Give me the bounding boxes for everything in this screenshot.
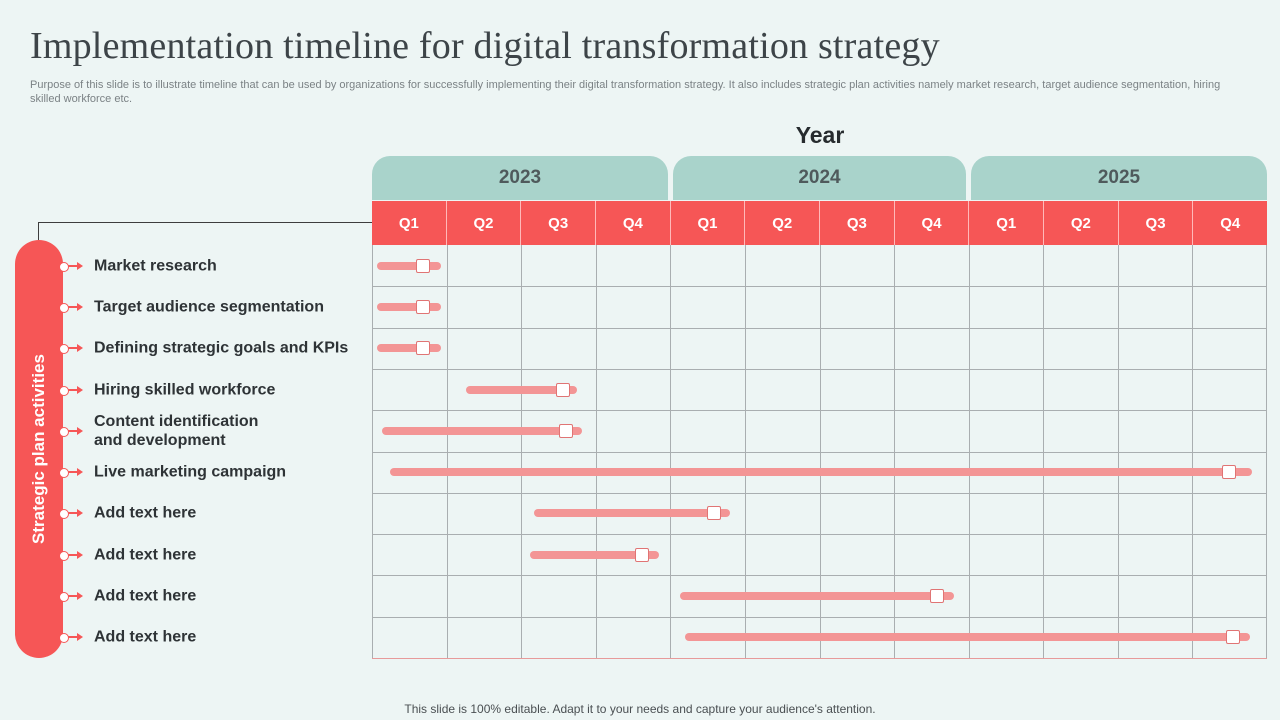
activity-row: Content identification and development: [0, 410, 372, 451]
timeline-bar: [377, 261, 442, 270]
bracket-connector-vertical: [38, 222, 39, 240]
activity-label: Add text here: [94, 628, 197, 646]
page-subtitle: Purpose of this slide is to illustrate t…: [30, 79, 1221, 105]
quarter-header-cell: Q2: [445, 201, 521, 245]
quarter-header-cell: Q4: [893, 201, 969, 245]
timeline-marker: [930, 589, 945, 604]
year-header-2025: 2025: [971, 156, 1267, 200]
arrow-right-icon: [68, 550, 83, 559]
arrow-right-icon: [68, 344, 83, 353]
quarter-header-cell: Q4: [1192, 201, 1267, 245]
activity-row: Add text here: [0, 534, 372, 575]
timeline-marker: [558, 423, 573, 438]
grid-line-horizontal: [372, 616, 1267, 618]
activity-label: Target audience segmentation: [94, 298, 324, 316]
grid-line-horizontal: [372, 575, 1267, 577]
activity-row: Add text here: [0, 575, 372, 616]
timeline-bar: [465, 385, 578, 394]
grid-line-horizontal: [372, 286, 1267, 288]
arrow-right-icon: [68, 468, 83, 477]
timeline-bar: [530, 550, 660, 559]
year-heading: Year: [795, 122, 845, 148]
timeline-marker: [706, 506, 721, 521]
activity-label: Hiring skilled workforce: [94, 381, 276, 399]
bullet-dot-icon: [59, 302, 69, 313]
timeline-marker: [555, 382, 570, 397]
activity-label: Add text here: [94, 504, 197, 522]
quarter-header-cell: Q3: [520, 201, 595, 245]
bullet-dot-icon: [59, 550, 69, 561]
grid-line-horizontal: [372, 492, 1267, 494]
quarter-header-row: Q1 Q2 Q3 Q4 Q1 Q2 Q3 Q4 Q1 Q2 Q3 Q4: [372, 201, 1267, 245]
activity-label: Market research: [94, 257, 217, 275]
timeline-marker: [415, 258, 430, 273]
activity-label: Add text here: [94, 546, 197, 564]
timeline-marker: [415, 299, 430, 314]
arrow-right-icon: [68, 633, 83, 642]
quarter-header-cell: Q1: [398, 214, 419, 232]
grid-line-horizontal: [372, 410, 1267, 412]
quarter-header-cell: Q2: [1043, 201, 1118, 245]
activity-row: Defining strategic goals and KPIs: [0, 328, 372, 369]
side-pill: Strategic plan activities: [15, 240, 63, 658]
bullet-dot-icon: [59, 633, 69, 644]
arrow-right-icon: [68, 426, 83, 435]
arrow-right-icon: [68, 261, 83, 270]
bullet-dot-icon: [59, 344, 69, 355]
activity-label: Live marketing campaign: [94, 463, 287, 481]
quarter-header-cell: Q4: [595, 201, 670, 245]
quarter-header-cell: Q3: [819, 201, 894, 245]
bullet-dot-icon: [59, 261, 69, 272]
grid-line-horizontal: [372, 327, 1267, 329]
page-title: Implementation timeline for digital tran…: [30, 25, 940, 67]
bullet-dot-icon: [59, 385, 69, 396]
timeline-bar: [684, 633, 1250, 642]
activity-row: Add text here: [0, 493, 372, 534]
activity-label: Defining strategic goals and KPIs: [94, 339, 349, 357]
bullet-dot-icon: [59, 468, 69, 479]
bullet-dot-icon: [59, 592, 69, 603]
timeline-marker: [1221, 465, 1236, 480]
year-header-2024: 2024: [673, 156, 966, 200]
grid-line-horizontal: [372, 534, 1267, 536]
timeline-bar: [680, 592, 954, 601]
arrow-right-icon: [68, 302, 83, 311]
timeline-bar: [389, 468, 1253, 477]
timeline-bar: [382, 426, 583, 435]
grid-line-horizontal: [372, 451, 1267, 453]
activity-label: Content identification and development: [94, 412, 259, 449]
arrow-right-icon: [68, 509, 83, 518]
timeline-bar: [377, 302, 442, 311]
timeline-bar: [533, 509, 730, 518]
arrow-right-icon: [68, 385, 83, 394]
footer-note: This slide is 100% editable. Adapt it to…: [404, 702, 876, 716]
bracket-connector: [38, 222, 372, 223]
year-header-2023: 2023: [372, 156, 668, 200]
timeline-grid: [372, 245, 1267, 659]
activity-row: Add text here: [0, 617, 372, 658]
activity-row: Market research: [0, 245, 372, 286]
timeline-marker: [415, 341, 430, 356]
activity-label: Add text here: [94, 587, 197, 605]
quarter-header-cell: Q1: [669, 201, 745, 245]
activity-row: Target audience segmentation: [0, 286, 372, 327]
activity-row: Hiring skilled workforce: [0, 369, 372, 410]
timeline-marker: [1225, 630, 1240, 645]
arrow-right-icon: [68, 592, 83, 601]
quarter-header-cell: Q1: [968, 201, 1043, 245]
bullet-dot-icon: [59, 426, 69, 437]
grid-line-horizontal: [372, 368, 1267, 370]
bullet-dot-icon: [59, 509, 69, 520]
timeline-marker: [634, 547, 649, 562]
timeline-bar: [377, 344, 442, 353]
quarter-header-cell: Q2: [744, 201, 819, 245]
quarter-header-cell: Q3: [1117, 201, 1193, 245]
activity-row: Live marketing campaign: [0, 452, 372, 493]
